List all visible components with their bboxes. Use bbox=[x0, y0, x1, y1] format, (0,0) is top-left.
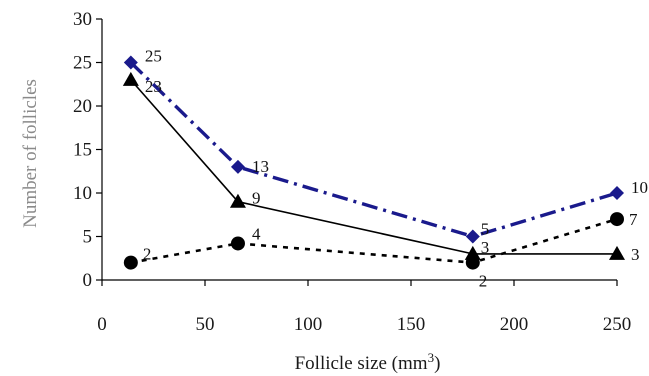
data-label: 5 bbox=[481, 220, 490, 239]
y-ticks: 0 5 10 15 20 25 30 bbox=[73, 9, 102, 291]
data-label: 4 bbox=[252, 224, 261, 243]
y-tick-label: 30 bbox=[73, 9, 92, 30]
x-tick-label: 0 bbox=[97, 314, 107, 335]
x-ticks: 0 50 100 150 200 250 bbox=[97, 280, 631, 335]
data-point-diamond bbox=[123, 55, 138, 70]
data-label: 7 bbox=[629, 210, 638, 229]
series-triangle bbox=[122, 71, 625, 260]
data-label: 13 bbox=[252, 157, 269, 176]
y-tick-label: 5 bbox=[83, 227, 93, 248]
data-label: 25 bbox=[145, 47, 162, 66]
y-axis-title: Number of follicles bbox=[20, 79, 41, 228]
data-point-circle bbox=[123, 255, 138, 270]
x-tick-label: 50 bbox=[196, 314, 215, 335]
x-tick-label: 250 bbox=[603, 314, 632, 335]
data-point-triangle bbox=[464, 245, 481, 260]
data-label: 9 bbox=[252, 189, 261, 208]
series-diamond bbox=[123, 55, 624, 244]
data-point-circle bbox=[610, 212, 624, 227]
series-line-diamond bbox=[129, 61, 618, 239]
data-label: 2 bbox=[143, 245, 152, 264]
axes bbox=[101, 19, 617, 281]
data-label: 23 bbox=[145, 77, 162, 96]
data-point-triangle bbox=[609, 245, 625, 260]
data-point-circle bbox=[230, 236, 245, 251]
x-axis-title-close: ) bbox=[434, 353, 440, 374]
x-tick-label: 100 bbox=[294, 314, 323, 335]
x-tick-label: 200 bbox=[500, 314, 529, 335]
data-point-triangle bbox=[229, 193, 246, 208]
y-tick-label: 25 bbox=[73, 53, 92, 74]
y-tick-label: 20 bbox=[73, 96, 92, 117]
x-axis-title: Follicle size (mm3) bbox=[295, 350, 441, 374]
x-axis-title-main: Follicle size (mm bbox=[295, 353, 428, 374]
series-line-circle bbox=[130, 217, 618, 264]
series-circle bbox=[123, 212, 624, 270]
data-point-diamond bbox=[465, 229, 480, 244]
data-labels: 25 13 5 10 23 9 3 3 2 4 2 7 bbox=[143, 47, 648, 291]
data-point-diamond bbox=[610, 186, 624, 200]
y-tick-label: 0 bbox=[83, 270, 93, 291]
data-label: 3 bbox=[631, 245, 640, 264]
series-line-triangle bbox=[130, 79, 617, 255]
y-tick-label: 10 bbox=[73, 183, 92, 204]
data-point-circle bbox=[465, 255, 480, 270]
data-label: 3 bbox=[481, 238, 490, 257]
data-label: 10 bbox=[631, 178, 648, 197]
data-label: 2 bbox=[479, 272, 488, 291]
data-point-diamond bbox=[230, 159, 245, 174]
data-point-triangle bbox=[122, 71, 139, 86]
y-tick-label: 15 bbox=[73, 140, 92, 161]
series-layer bbox=[122, 55, 625, 270]
x-tick-label: 150 bbox=[397, 314, 426, 335]
x-axis-title-superscript: 3 bbox=[428, 350, 435, 365]
